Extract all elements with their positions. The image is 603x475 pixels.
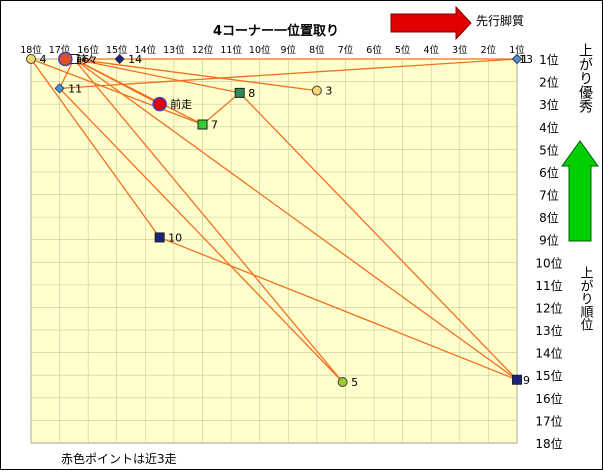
data-point	[26, 54, 36, 64]
data-label: 5	[351, 376, 358, 389]
data-label: 10	[168, 231, 182, 244]
data-label: 14	[128, 53, 142, 66]
x-tick-label: 4位	[423, 44, 439, 56]
series-line	[59, 87, 344, 383]
y-tick-label: 3位	[539, 97, 559, 112]
x-tick-label: 14位	[135, 44, 157, 56]
y-tick-label: 5位	[539, 142, 559, 157]
series-line	[73, 58, 344, 383]
y-tick-label: 9位	[539, 233, 559, 248]
x-tick-label: 2位	[481, 44, 497, 56]
plot-area	[30, 58, 518, 444]
x-tick-label: 18位	[20, 44, 42, 56]
data-label: 3	[325, 85, 332, 98]
data-point	[311, 85, 322, 96]
y-tick-label: 2位	[539, 75, 559, 90]
data-label: 前走	[170, 97, 192, 111]
data-point	[54, 83, 65, 94]
green-arrow-icon	[561, 140, 599, 242]
data-point	[154, 232, 165, 243]
data-label: 11	[68, 82, 82, 95]
x-tick-label: 7位	[338, 44, 354, 56]
data-point	[58, 51, 73, 67]
y-tick-label: 11位	[535, 278, 562, 293]
y-tick-labels: 1位 2位 3位 4位 5位 6位 7位 8位 9位 10位 11位 12位 13位 14位 15位 16位 1…	[535, 52, 562, 451]
y-tick-label: 10位	[535, 255, 562, 270]
y-tick-label: 12位	[535, 300, 562, 315]
x-tick-label: 8位	[309, 44, 325, 56]
series-lines	[30, 58, 518, 383]
y-tick-label: 15位	[535, 368, 562, 383]
x-tick-label: 13位	[163, 44, 185, 56]
x-tick-labels: 18位 17位 16位 15位 14位 13位 12位 11位 10位 9位 8位 7位 6位 5位 4位 3…	[20, 44, 525, 56]
data-label: 前々	[76, 52, 98, 66]
data-point	[152, 96, 167, 112]
y-tick-label: 4位	[539, 120, 559, 135]
y-tick-label: 13位	[535, 323, 562, 338]
data-label: 8	[248, 87, 255, 100]
x-tick-label: 1位	[509, 44, 525, 56]
data-label: 4	[40, 53, 47, 66]
y-tick-label: 17位	[535, 413, 562, 428]
series-line	[73, 58, 518, 381]
x-tick-label: 6位	[366, 44, 382, 56]
series-line	[73, 58, 317, 92]
data-point	[337, 377, 348, 388]
data-point	[234, 87, 245, 98]
footnote: 赤色ポイントは近3走	[61, 452, 177, 466]
series-line	[239, 92, 518, 381]
data-label: 1	[521, 53, 528, 66]
x-tick-label: 3位	[452, 44, 468, 56]
x-tick-label: 10位	[249, 44, 271, 56]
x-tick-label: 11位	[220, 44, 242, 56]
series-line	[159, 236, 518, 381]
x-tick-label: 5位	[395, 44, 411, 56]
series-line	[73, 58, 240, 94]
series-line	[59, 58, 518, 90]
y-tick-label: 7位	[539, 188, 559, 203]
data-point	[512, 374, 522, 385]
x-tick-label: 12位	[192, 44, 214, 56]
data-point	[114, 53, 125, 65]
y-tick-label: 14位	[535, 346, 562, 361]
data-label: 9	[523, 374, 530, 387]
series-line	[30, 58, 161, 238]
y-tick-label: 18位	[535, 436, 562, 451]
x-tick-label: 15位	[106, 44, 128, 56]
y-tick-label: 1位	[539, 52, 559, 67]
red-arrow-icon	[390, 5, 472, 41]
x-tick-label: 16位	[77, 44, 99, 56]
data-label: 7	[211, 119, 218, 132]
data-label: 6	[82, 53, 89, 66]
chart-title: 4コーナー一位置取り	[213, 23, 339, 39]
series-line	[30, 58, 203, 126]
right-label-top: 上がり優秀	[577, 43, 593, 114]
data-point	[511, 53, 523, 65]
y-tick-label: 6位	[539, 165, 559, 180]
data-label: 13	[519, 53, 533, 66]
series-line	[73, 58, 203, 126]
right-label-side: 上がり順位	[578, 266, 594, 331]
series-line	[202, 92, 241, 126]
data-point	[197, 119, 208, 130]
y-tick-label: 8位	[539, 210, 559, 225]
y-tick-label: 16位	[535, 391, 562, 406]
x-tick-label: 9位	[281, 44, 297, 56]
top-arrow-label: 先行脚質	[476, 13, 524, 28]
